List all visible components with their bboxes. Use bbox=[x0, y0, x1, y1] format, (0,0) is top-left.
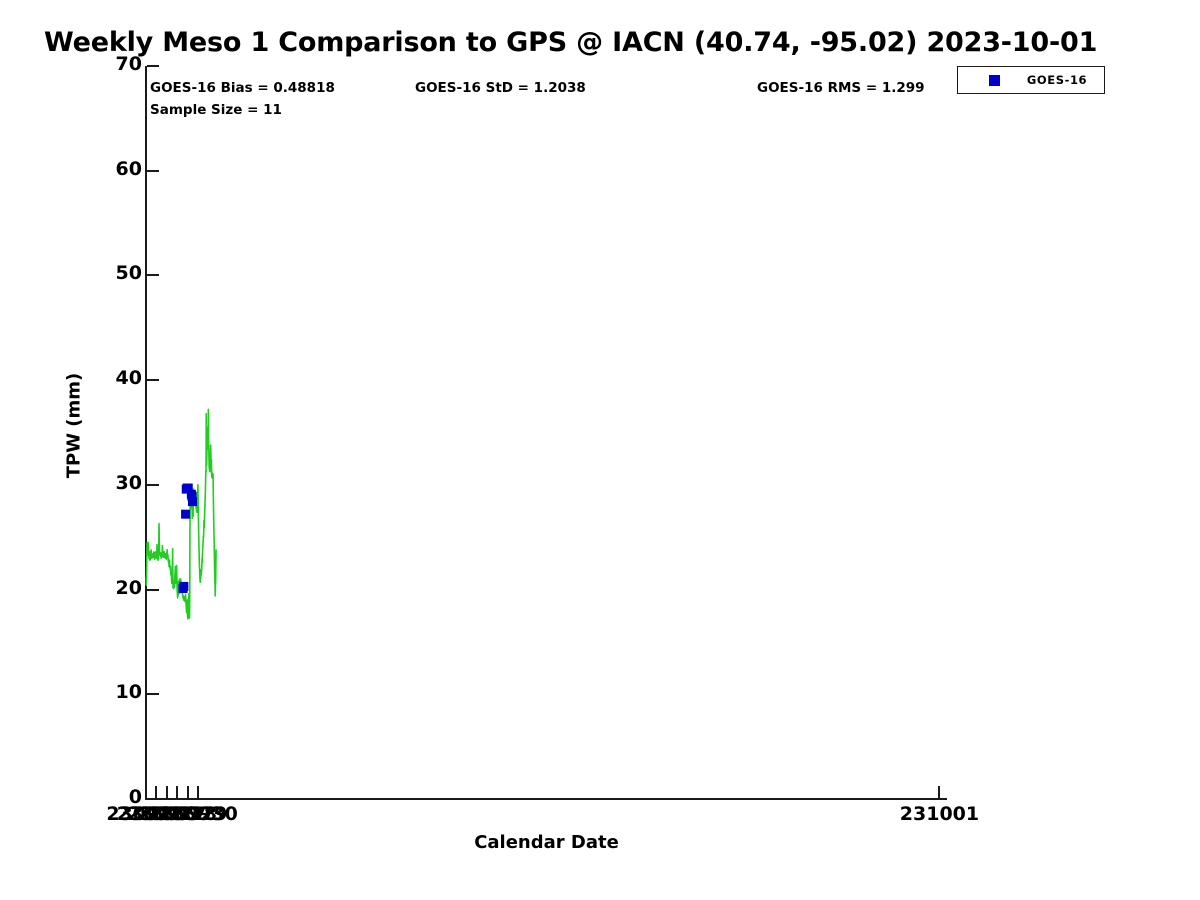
x-tick-label: 230929 bbox=[148, 803, 228, 825]
legend-label-goes16: GOES-16 bbox=[1026, 73, 1088, 87]
x-tick-label: 230928 bbox=[137, 803, 217, 825]
y-tick-mark bbox=[147, 379, 159, 382]
y-tick-mark bbox=[147, 65, 159, 67]
x-tick-mark bbox=[145, 786, 147, 799]
stat-sample-size: Sample Size = 11 bbox=[150, 102, 282, 118]
y-tick-label: 0 bbox=[128, 786, 142, 808]
x-tick-mark bbox=[165, 786, 168, 799]
stat-std: GOES-16 StD = 1.2038 bbox=[415, 80, 586, 96]
x-tick-label: 230927 bbox=[127, 803, 207, 825]
y-tick-label: 10 bbox=[115, 681, 142, 704]
goes16-data-point bbox=[181, 509, 191, 519]
y-tick-label: 40 bbox=[115, 367, 142, 390]
goes16-data-point bbox=[182, 483, 192, 493]
y-tick-mark bbox=[147, 798, 159, 800]
x-tick-mark bbox=[155, 786, 158, 799]
goes16-data-point bbox=[178, 584, 188, 594]
stat-bias: GOES-16 Bias = 0.48818 bbox=[150, 80, 335, 96]
goes16-data-point bbox=[183, 483, 193, 493]
y-axis-label: TPW (mm) bbox=[63, 372, 85, 479]
legend-swatch-goes16 bbox=[989, 75, 1000, 86]
x-axis-line bbox=[145, 798, 947, 800]
goes16-data-point bbox=[182, 484, 192, 494]
goes16-data-point bbox=[183, 483, 193, 493]
gps-series-line bbox=[145, 408, 217, 620]
y-tick-label: 30 bbox=[115, 471, 142, 494]
y-tick-mark bbox=[147, 274, 159, 277]
page-title: Weekly Meso 1 Comparison to GPS @ IACN (… bbox=[44, 27, 1098, 58]
x-tick-mark bbox=[176, 786, 179, 799]
y-tick-mark bbox=[147, 169, 159, 172]
y-tick-label: 20 bbox=[115, 576, 142, 599]
goes16-data-point bbox=[179, 581, 189, 591]
stat-rms: GOES-16 RMS = 1.299 bbox=[757, 80, 925, 96]
goes16-data-point bbox=[186, 489, 196, 499]
y-tick-mark bbox=[147, 483, 159, 486]
goes16-data-point bbox=[187, 491, 197, 501]
x-tick-label: 230930 bbox=[158, 803, 238, 825]
y-tick-label: 70 bbox=[115, 53, 142, 75]
x-tick-mark bbox=[186, 786, 189, 799]
x-tick-label: 230926 bbox=[116, 803, 197, 825]
goes16-series-markers bbox=[178, 483, 198, 594]
y-tick-mark bbox=[147, 693, 159, 696]
y-tick-mark bbox=[147, 588, 159, 591]
goes16-data-point bbox=[188, 497, 198, 507]
x-axis-label: Calendar Date bbox=[474, 832, 619, 853]
goes16-data-point bbox=[181, 484, 191, 494]
x-tick-label: 230925 bbox=[106, 803, 186, 825]
x-tick-mark bbox=[197, 786, 200, 799]
x-tick-mark bbox=[938, 786, 941, 799]
y-tick-label: 60 bbox=[115, 157, 142, 180]
legend[interactable]: GOES-16 bbox=[957, 66, 1105, 94]
y-tick-label: 50 bbox=[115, 262, 142, 285]
x-tick-label: 231001 bbox=[899, 803, 980, 825]
y-axis-line bbox=[145, 66, 147, 800]
